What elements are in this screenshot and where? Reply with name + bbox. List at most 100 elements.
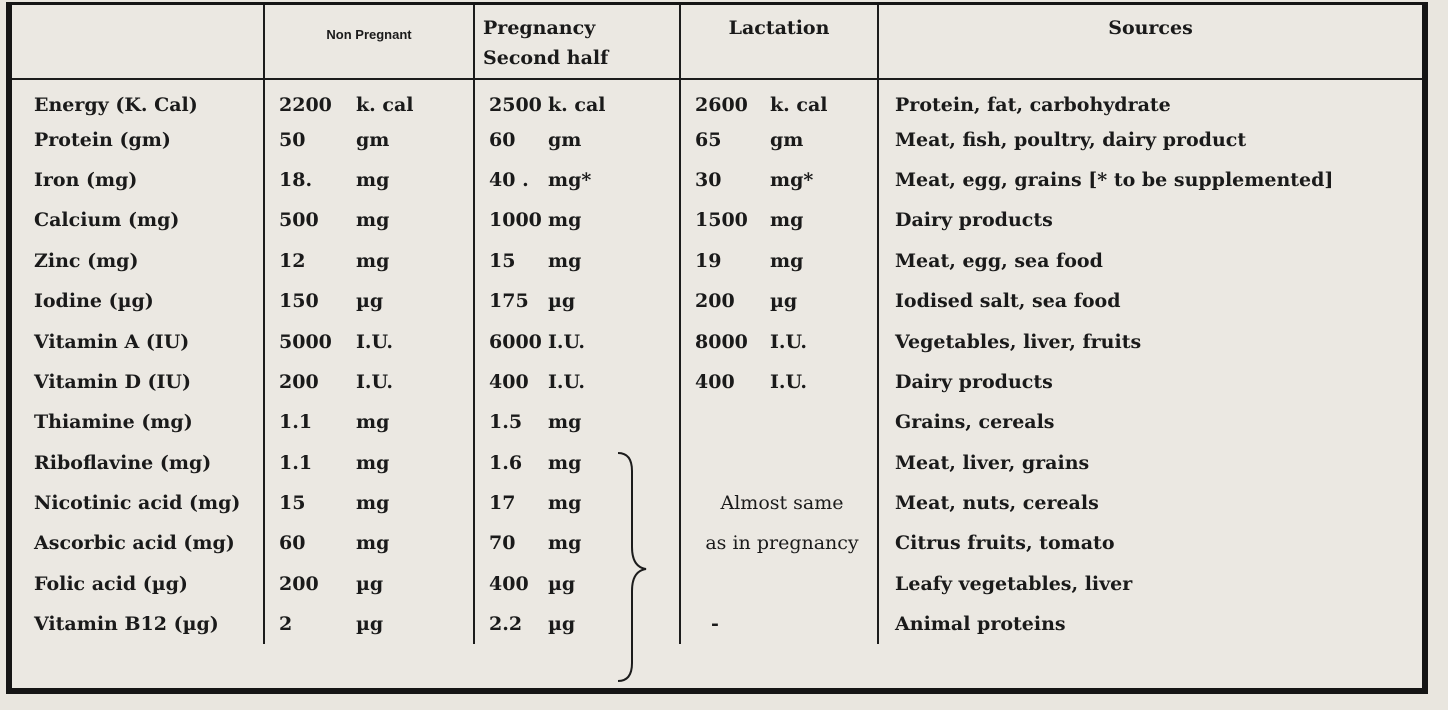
source-text: Vegetables, liver, fruits bbox=[895, 330, 1142, 353]
lactation-value: 8000 bbox=[695, 330, 748, 353]
pregnancy-value: 40 . bbox=[489, 168, 529, 191]
lactation-value: 400 bbox=[695, 370, 735, 393]
pregnancy-unit: µg bbox=[544, 604, 682, 645]
table-row: Thiamine (mg) 1.1 mg 1.5 mg Grains, cereals bbox=[12, 402, 1422, 443]
table-row: Riboflavine (mg) 1.1 mg 1.6 mg Meat, liver, g… bbox=[12, 442, 1422, 483]
pregnancy-unit: gm bbox=[544, 119, 682, 160]
non-pregnant-value: 1.1 bbox=[279, 411, 313, 434]
source-text: Meat, egg, sea food bbox=[895, 249, 1103, 272]
table-row: Iodine (µg) 150 µg 175 µg 200 µg Iodised salt, … bbox=[12, 280, 1422, 322]
non-pregnant-unit: µg bbox=[352, 280, 476, 322]
pregnancy-value: 1.5 bbox=[489, 411, 523, 434]
table-row: Calcium (mg) 500 mg 1000 mg 1500 mg Dairy produ… bbox=[12, 200, 1422, 241]
source-text: Grains, cereals bbox=[895, 411, 1055, 434]
pregnancy-value: 400 bbox=[489, 370, 529, 393]
lactation-unit: µg bbox=[766, 280, 880, 322]
nutrient-name: Energy (K. Cal) bbox=[12, 79, 265, 120]
header-pregnancy-line2: Second half bbox=[483, 47, 609, 69]
lactation-empty bbox=[680, 563, 880, 605]
non-pregnant-value: 2 bbox=[279, 613, 293, 636]
source-text: Meat, fish, poultry, dairy product bbox=[895, 128, 1247, 151]
table-row: Folic acid (µg) 200 µg 400 µg Leafy vegetable… bbox=[12, 563, 1422, 605]
pregnancy-unit: mg bbox=[544, 240, 682, 281]
lactation-value: 65 bbox=[695, 128, 722, 151]
pregnancy-value: 2500 bbox=[489, 93, 542, 116]
nutrient-name: Vitamin A (IU) bbox=[12, 321, 265, 362]
non-pregnant-value: 60 bbox=[279, 532, 306, 555]
pregnancy-unit: mg bbox=[544, 482, 682, 524]
nutrient-name: Zinc (mg) bbox=[12, 240, 265, 281]
non-pregnant-value: 200 bbox=[279, 572, 319, 595]
lactation-value: 2600 bbox=[695, 93, 748, 116]
non-pregnant-unit: I.U. bbox=[352, 361, 476, 403]
header-pregnancy: Pregnancy Second half bbox=[474, 5, 682, 80]
source-text: Leafy vegetables, liver bbox=[895, 572, 1133, 595]
pregnancy-unit: µg bbox=[544, 563, 682, 605]
pregnancy-value: 15 bbox=[489, 249, 516, 272]
pregnancy-value: 6000 bbox=[489, 330, 542, 353]
pregnancy-unit: mg bbox=[544, 442, 682, 483]
source-text: Protein, fat, carbohydrate bbox=[895, 93, 1171, 116]
pregnancy-value: 1.6 bbox=[489, 451, 523, 474]
source-text: Dairy products bbox=[895, 370, 1053, 393]
pregnancy-unit: µg bbox=[544, 280, 682, 322]
table-row: Iron (mg) 18. mg 40 . mg* 30 mg* Meat, egg, gra… bbox=[12, 159, 1422, 201]
lactation-unit: mg bbox=[766, 240, 880, 281]
nutrient-name: Riboflavine (mg) bbox=[12, 442, 265, 483]
pregnancy-value: 17 bbox=[489, 492, 516, 515]
table-row: Nicotinic acid (mg) 15 mg 17 mg Almost same Me… bbox=[12, 482, 1422, 524]
non-pregnant-unit: mg bbox=[352, 442, 476, 483]
lactation-value: 1500 bbox=[695, 209, 748, 232]
non-pregnant-value: 1.1 bbox=[279, 451, 313, 474]
non-pregnant-unit: mg bbox=[352, 402, 476, 443]
source-text: Animal proteins bbox=[895, 613, 1066, 636]
non-pregnant-unit: µg bbox=[352, 563, 476, 605]
pregnancy-value: 2.2 bbox=[489, 613, 523, 636]
pregnancy-unit: mg bbox=[544, 523, 682, 564]
nutrient-name: Iron (mg) bbox=[12, 159, 265, 201]
non-pregnant-value: 18. bbox=[279, 168, 313, 191]
non-pregnant-unit: mg bbox=[352, 482, 476, 524]
nutrient-name: Vitamin D (IU) bbox=[12, 361, 265, 403]
source-text: Dairy products bbox=[895, 209, 1053, 232]
nutrient-name: Nicotinic acid (mg) bbox=[12, 482, 265, 524]
non-pregnant-unit: mg bbox=[352, 523, 476, 564]
source-text: Meat, nuts, cereals bbox=[895, 492, 1099, 515]
pregnancy-unit: mg bbox=[544, 402, 682, 443]
header-row: Non Pregnant Pregnancy Second half Lacta… bbox=[12, 5, 1423, 80]
table-row: Protein (gm) 50 gm 60 gm 65 gm Meat, fish, poul… bbox=[12, 119, 1422, 160]
nutrition-table-frame: Non Pregnant Pregnancy Second half Lacta… bbox=[6, 2, 1428, 694]
non-pregnant-unit: gm bbox=[352, 119, 476, 160]
non-pregnant-unit: mg bbox=[352, 200, 476, 241]
lactation-value: 30 bbox=[695, 168, 722, 191]
non-pregnant-value: 200 bbox=[279, 370, 319, 393]
lactation-empty bbox=[680, 402, 880, 443]
nutrient-name: Calcium (mg) bbox=[12, 200, 265, 241]
header-nutrient bbox=[12, 5, 265, 80]
lactation-empty bbox=[680, 442, 880, 483]
nutrient-name: Folic acid (µg) bbox=[12, 563, 265, 605]
lactation-value: 19 bbox=[695, 249, 722, 272]
nutrition-requirements-table: Non Pregnant Pregnancy Second half Lacta… bbox=[12, 5, 1423, 645]
lactation-unit: mg bbox=[766, 200, 880, 241]
nutrient-name: Vitamin B12 (µg) bbox=[12, 604, 265, 645]
lactation-unit: I.U. bbox=[766, 321, 880, 362]
header-non-pregnant: Non Pregnant bbox=[264, 5, 476, 80]
non-pregnant-unit: mg bbox=[352, 159, 476, 201]
pregnancy-value: 70 bbox=[489, 532, 516, 555]
nutrient-name: Thiamine (mg) bbox=[12, 402, 265, 443]
lactation-note-line1: Almost same bbox=[680, 482, 880, 524]
non-pregnant-value: 2200 bbox=[279, 93, 332, 116]
non-pregnant-unit: mg bbox=[352, 240, 476, 281]
non-pregnant-value: 12 bbox=[279, 249, 306, 272]
table-row: Vitamin D (IU) 200 I.U. 400 I.U. 400 I.U. Dairy… bbox=[12, 361, 1422, 403]
table-body: Energy (K. Cal) 2200 k. cal 2500 k. cal 2600 k… bbox=[12, 79, 1422, 645]
non-pregnant-unit: µg bbox=[352, 604, 476, 645]
pregnancy-value: 175 bbox=[489, 290, 529, 313]
lactation-unit: k. cal bbox=[766, 79, 880, 120]
non-pregnant-unit: I.U. bbox=[352, 321, 476, 362]
table-row: Zinc (mg) 12 mg 15 mg 19 mg Meat, egg, sea food bbox=[12, 240, 1422, 281]
pregnancy-value: 1000 bbox=[489, 209, 542, 232]
non-pregnant-unit: k. cal bbox=[352, 79, 476, 120]
table-row: Vitamin B12 (µg) 2 µg 2.2 µg - Animal proteins bbox=[12, 604, 1422, 645]
